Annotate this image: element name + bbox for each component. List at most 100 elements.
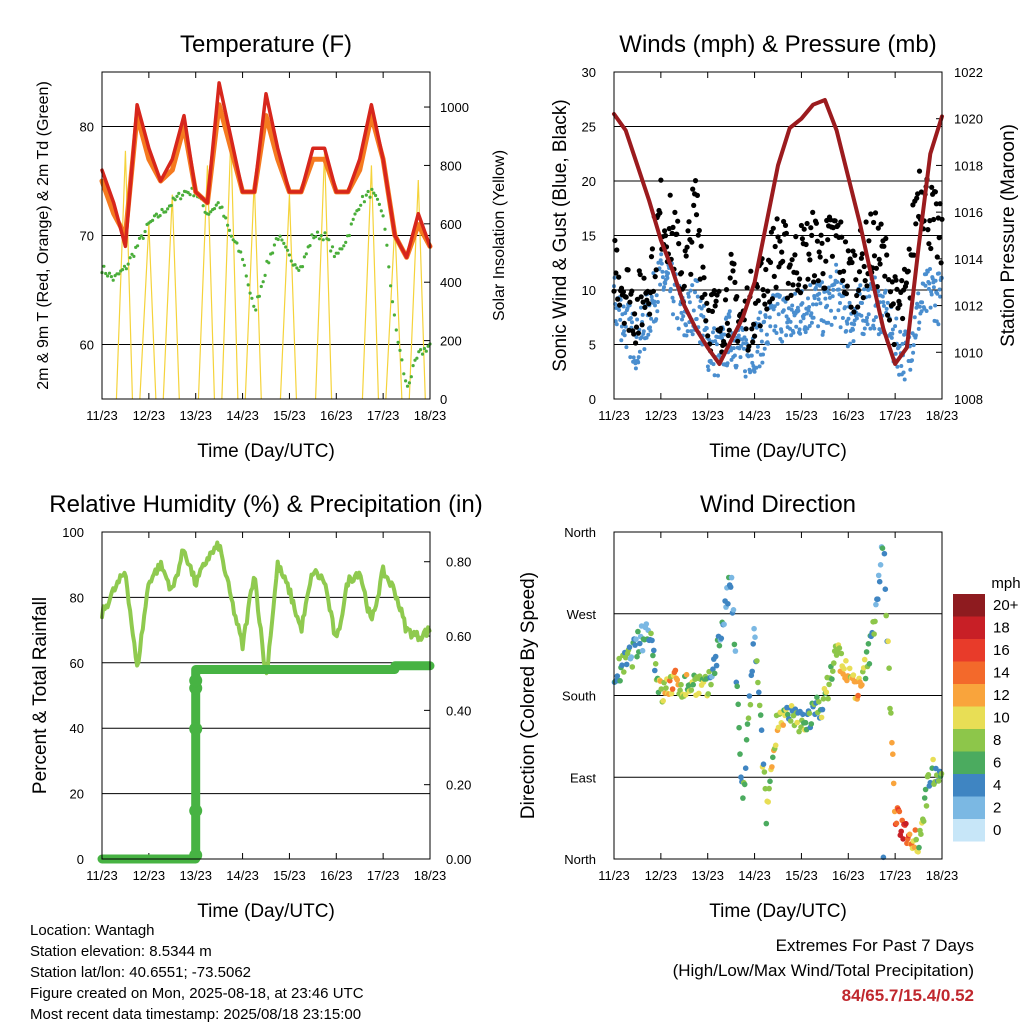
- wind-point: [913, 333, 918, 338]
- humidity-precip-panel: Relative Humidity (%) & Precipitation (i…: [30, 491, 483, 922]
- dewpoint-point: [186, 191, 190, 195]
- wind-point: [813, 285, 818, 290]
- dewpoint-point: [227, 228, 232, 232]
- dewpoint-point: [420, 352, 425, 356]
- gust-point: [913, 221, 919, 227]
- wind-point: [784, 333, 789, 338]
- wind-point: [937, 271, 941, 276]
- dewpoint-point: [302, 255, 306, 259]
- gust-point: [762, 301, 768, 307]
- wind-point: [816, 324, 821, 329]
- wind-point: [935, 291, 940, 296]
- direction-point: [619, 662, 625, 668]
- wind-point: [644, 335, 649, 340]
- wind-point: [858, 283, 863, 288]
- wind-point: [689, 329, 693, 334]
- dewpoint-point: [357, 207, 361, 212]
- dewpoint-point: [250, 296, 254, 300]
- gust-point: [642, 304, 648, 310]
- direction-point: [766, 785, 772, 792]
- direction-point: [903, 820, 909, 827]
- wind-point: [763, 315, 768, 319]
- direction-point: [622, 654, 629, 661]
- direction-point: [865, 641, 872, 647]
- dewpoint-point: [126, 262, 130, 266]
- wind-point: [812, 296, 817, 301]
- direction-point: [710, 666, 716, 672]
- wind-point: [794, 324, 799, 329]
- wind-point: [646, 332, 651, 337]
- wind-point: [712, 373, 717, 378]
- gust-point: [760, 287, 766, 293]
- direction-point: [816, 699, 822, 705]
- direction-point: [716, 642, 723, 649]
- dewpoint-point: [317, 237, 321, 241]
- dewpoint-point: [257, 294, 261, 298]
- wind-point: [655, 309, 660, 314]
- gust-point: [839, 234, 845, 240]
- y-axis-label: 2m & 9m T (Red, Orange) & 2m Td (Green): [35, 81, 52, 390]
- gust-point: [856, 287, 862, 293]
- gust-point: [686, 219, 692, 225]
- gust-point: [911, 252, 917, 258]
- y-tick-right-label: 0.40: [446, 703, 471, 718]
- wind-point: [624, 345, 629, 350]
- x-tick-label: 16/23: [320, 408, 353, 423]
- x-tick-label: 13/23: [691, 408, 724, 423]
- dewpoint-point: [239, 250, 243, 254]
- dewpoint-point: [366, 189, 370, 194]
- wind-point: [671, 299, 676, 304]
- y-axis-right-label: Station Pressure (Maroon): [998, 124, 1019, 347]
- direction-point: [923, 803, 930, 809]
- wind-point: [640, 312, 645, 317]
- gust-point: [763, 266, 769, 273]
- gust-point: [691, 202, 697, 208]
- direction-point: [921, 795, 928, 801]
- wind-point: [649, 294, 654, 299]
- dewpoint-point: [374, 193, 378, 198]
- wind-point: [880, 294, 885, 299]
- dewpoint-point: [415, 356, 419, 360]
- wind-point: [862, 287, 867, 292]
- y-tick-right-label: 200: [440, 334, 462, 349]
- wind-point: [933, 303, 938, 308]
- y-tick-label: 100: [62, 525, 84, 540]
- wind-point: [806, 296, 810, 301]
- wind-point: [795, 305, 800, 310]
- direction-point: [696, 690, 702, 697]
- dewpoint-point: [289, 259, 293, 263]
- x-tick-label: 16/23: [832, 868, 865, 883]
- direction-point: [763, 820, 770, 827]
- gust-point: [862, 278, 868, 284]
- wind-point: [840, 316, 845, 320]
- gust-point: [748, 268, 754, 274]
- direction-point: [734, 683, 740, 690]
- direction-point: [633, 636, 639, 642]
- x-tick-label: 17/23: [367, 408, 400, 423]
- gust-point: [877, 261, 883, 267]
- x-axis-label: Time (Day/UTC): [709, 901, 847, 922]
- y-tick-right-label: 400: [440, 275, 462, 290]
- gust-point: [906, 246, 912, 252]
- x-tick-label: 16/23: [320, 868, 353, 883]
- x-tick-label: 17/23: [879, 868, 912, 883]
- wind-point: [738, 355, 743, 360]
- wind-point: [818, 301, 823, 306]
- wind-point: [618, 317, 623, 322]
- gust-point: [727, 275, 733, 281]
- direction-point: [830, 668, 836, 674]
- gust-point: [647, 311, 653, 317]
- gust-point: [632, 311, 638, 317]
- wind-point: [751, 364, 756, 368]
- wind-point: [936, 322, 941, 327]
- wind-point: [686, 291, 691, 296]
- wind-point: [711, 362, 716, 367]
- direction-point: [772, 742, 779, 749]
- wind-point: [628, 316, 633, 320]
- wind-point: [829, 322, 834, 327]
- wind-point: [828, 274, 833, 279]
- dewpoint-point: [315, 230, 320, 234]
- direction-point: [761, 769, 768, 775]
- direction-point: [650, 652, 656, 659]
- gust-point: [779, 249, 785, 255]
